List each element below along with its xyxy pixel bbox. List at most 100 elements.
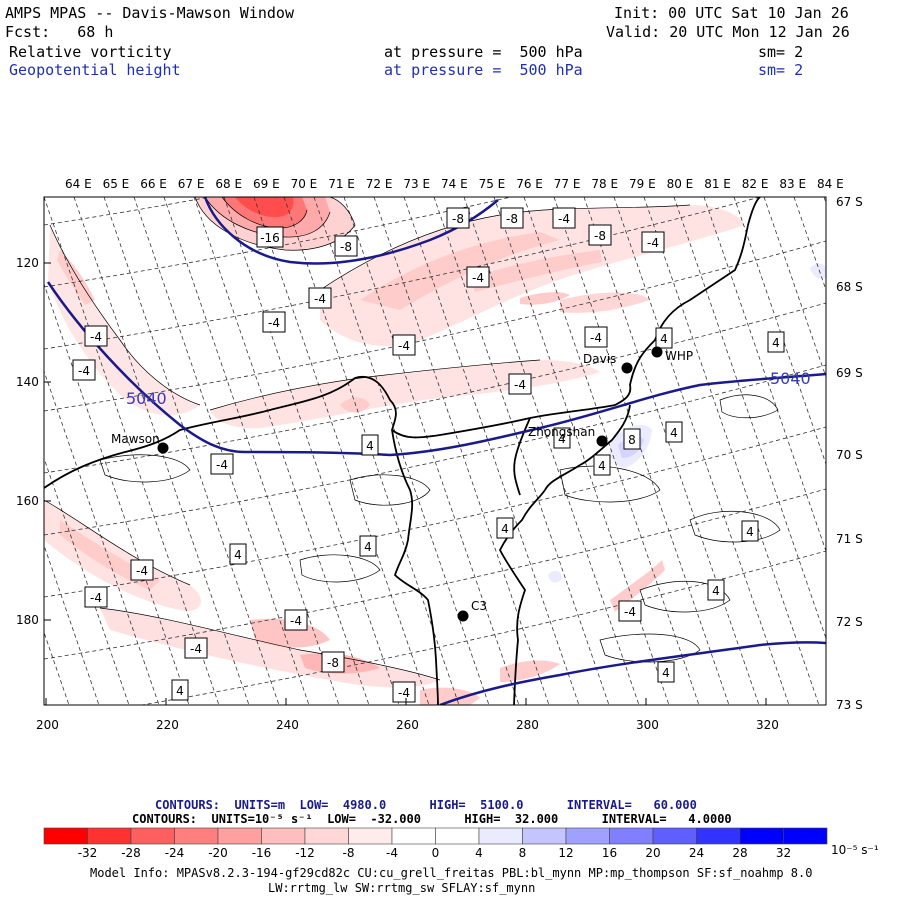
y-tick-label: 160 bbox=[16, 494, 39, 508]
vorticity-label: 4 bbox=[741, 520, 759, 542]
init-time: Init: 00 UTC Sat 10 Jan 26 bbox=[614, 4, 849, 22]
vorticity-label: -4 bbox=[130, 559, 154, 581]
vorticity-label: -4 bbox=[84, 325, 108, 347]
vorticity-label: -4 bbox=[618, 600, 642, 622]
lon-label: 72 E bbox=[366, 177, 393, 191]
x-tick-label: 280 bbox=[516, 718, 539, 732]
height-label-5040-west: 5040 bbox=[126, 389, 167, 408]
colorbar-tick-label: -8 bbox=[343, 846, 355, 860]
vorticity-label: 4 bbox=[496, 517, 514, 539]
lon-label: 76 E bbox=[516, 177, 543, 191]
y-tick-label: 180 bbox=[16, 613, 39, 627]
colorbar-tick-label: 12 bbox=[558, 846, 573, 860]
vorticity-label-text: -4 bbox=[78, 364, 90, 378]
station-name: C3 bbox=[471, 599, 487, 613]
map-frame bbox=[43, 196, 827, 706]
lon-label: 75 E bbox=[479, 177, 506, 191]
colorbar-tick-label: 8 bbox=[519, 846, 527, 860]
station-marker bbox=[457, 610, 469, 622]
vorticity-label-text: -4 bbox=[268, 316, 280, 330]
station-name: Davis bbox=[583, 352, 616, 366]
colorbar-tick-label: -4 bbox=[386, 846, 398, 860]
station-marker bbox=[157, 442, 169, 454]
colorbar-tick-label: 32 bbox=[776, 846, 791, 860]
station-name: WHP bbox=[665, 349, 693, 363]
colorbar-swatch bbox=[522, 827, 567, 845]
vorticity-label: 4 bbox=[593, 454, 611, 476]
vorticity-label: -8 bbox=[334, 235, 358, 257]
vorticity-label-text: 4 bbox=[176, 684, 184, 698]
vorticity-label-text: 4 bbox=[501, 522, 509, 536]
lon-label: 83 E bbox=[779, 177, 806, 191]
forecast-hour: Fcst: 68 h bbox=[5, 23, 114, 41]
vorticity-label-text: 4 bbox=[364, 540, 372, 554]
colorbar-swatch bbox=[783, 827, 828, 845]
vorticity-label-text: 4 bbox=[660, 332, 668, 346]
vorticity-label-text: -4 bbox=[314, 292, 326, 306]
vorticity-label: -4 bbox=[552, 207, 576, 229]
vorticity-label: -4 bbox=[184, 637, 208, 659]
vorticity-label-text: -4 bbox=[190, 642, 202, 656]
y-tick-label: 140 bbox=[16, 375, 39, 389]
vorticity-label-text: -8 bbox=[594, 229, 606, 243]
vorticity-label-text: -8 bbox=[340, 240, 352, 254]
station-marker bbox=[651, 346, 663, 358]
height-contour-info: CONTOURS: UNITS=m LOW= 4980.0 HIGH= 5100… bbox=[155, 798, 697, 812]
station-name: Mawson bbox=[111, 432, 160, 446]
colorbar-tick-label: 24 bbox=[689, 846, 704, 860]
vorticity-label: 4 bbox=[707, 579, 725, 601]
colorbar-swatch bbox=[652, 827, 697, 845]
colorbar-tick-label: -20 bbox=[208, 846, 228, 860]
colorbar-swatch bbox=[43, 827, 88, 845]
colorbar-swatch bbox=[565, 827, 610, 845]
vorticity-label-text: -8 bbox=[327, 656, 339, 670]
vorticity-label-text: -8 bbox=[506, 212, 518, 226]
lon-label: 80 E bbox=[667, 177, 694, 191]
station-marker bbox=[621, 362, 633, 374]
vorticity-label-text: -4 bbox=[590, 331, 602, 345]
vorticity-label-text: 4 bbox=[772, 336, 780, 350]
vorticity-label: -4 bbox=[262, 311, 286, 333]
vorticity-label: 4 bbox=[361, 434, 379, 456]
vorticity-label: -8 bbox=[446, 207, 470, 229]
vorticity-label-text: 4 bbox=[662, 666, 670, 680]
colorbar: -32 -28 -24 -20 -16 -12 -8 -4 0 4 8 12 16 20 24 28 32 10⁻… bbox=[43, 827, 879, 860]
vorticity-label-text: -16 bbox=[260, 231, 280, 245]
lon-label: 78 E bbox=[591, 177, 618, 191]
lat-label: 73 S bbox=[836, 698, 863, 712]
height-contour-labels: 5040 5040 bbox=[126, 369, 811, 408]
vorticity-labels: -16 -8 -8 -8 -4 -4 -8 -4 -4 -4 -4 -4 4 4 -4 -4 -4 4 4 4 8 4 -4… bbox=[72, 207, 785, 703]
x-tick-label: 200 bbox=[36, 718, 59, 732]
vorticity-label-text: 4 bbox=[670, 426, 678, 440]
colorbar-tick-label: -12 bbox=[295, 846, 315, 860]
station-mawson: Mawson bbox=[111, 432, 169, 454]
map-area: 5040 5040 -16 -8 -8 -8 -4 -4 -8 -4 -4 -4 -4 -4 4 4 -4 -… bbox=[44, 197, 826, 705]
colorbar-tick-label: 16 bbox=[602, 846, 617, 860]
vorticity-label-text: 4 bbox=[558, 432, 566, 446]
field1-smoothing: sm= 2 bbox=[758, 43, 804, 61]
station-name: Zhongshan bbox=[528, 425, 595, 439]
vorticity-label-text: -4 bbox=[216, 458, 228, 472]
vorticity-label: -4 bbox=[584, 326, 608, 348]
field1-name: Relative vorticity bbox=[9, 43, 172, 61]
field2-name: Geopotential height bbox=[9, 61, 181, 79]
x-tick-label: 300 bbox=[636, 718, 659, 732]
vorticity-label-text: -4 bbox=[398, 686, 410, 700]
colorbar-swatch bbox=[739, 827, 784, 845]
lon-label: 70 E bbox=[291, 177, 318, 191]
colorbar-swatch bbox=[87, 827, 132, 845]
vorticity-label-text: -4 bbox=[136, 564, 148, 578]
lon-label: 65 E bbox=[103, 177, 130, 191]
vorticity-label: 4 bbox=[171, 679, 189, 701]
vorticity-label: -4 bbox=[84, 586, 108, 608]
vorticity-label: -4 bbox=[284, 609, 308, 631]
station-davis: Davis bbox=[583, 352, 633, 374]
valid-time: Valid: 20 UTC Mon 12 Jan 26 bbox=[606, 23, 850, 41]
stations: Mawson Davis WHP Zhongshan C3 bbox=[111, 346, 693, 622]
vorticity-label: -4 bbox=[308, 287, 332, 309]
x-tick-label: 260 bbox=[396, 718, 419, 732]
lon-label: 67 E bbox=[178, 177, 205, 191]
lat-label: 72 S bbox=[836, 615, 863, 629]
field1-pressure: at pressure = 500 hPa bbox=[384, 43, 583, 61]
